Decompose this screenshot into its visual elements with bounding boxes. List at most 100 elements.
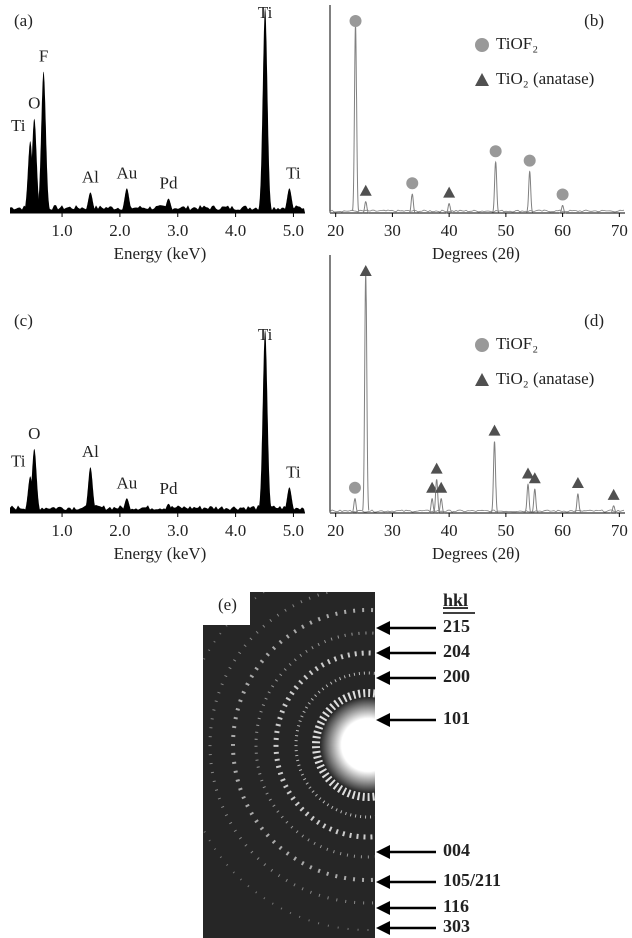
diffraction-image — [203, 592, 375, 938]
panel-label: (c) — [14, 311, 33, 330]
phase-marker — [607, 488, 620, 500]
peak-label: O — [28, 94, 40, 113]
legend-marker — [475, 373, 489, 386]
x-tick-label: 4.0 — [225, 221, 246, 240]
peak — [610, 505, 617, 514]
phase-marker — [349, 15, 362, 27]
peak — [255, 330, 275, 513]
x-tick-label: 1.0 — [51, 521, 72, 540]
peak — [526, 170, 534, 213]
x-tick-label: 70 — [611, 521, 628, 540]
panel-label: (a) — [14, 11, 33, 30]
peak — [492, 160, 500, 213]
peak — [34, 71, 53, 213]
ring-label: 215 — [443, 616, 470, 636]
panel-label: (e) — [218, 595, 237, 614]
arrow-head — [376, 875, 390, 889]
phase-marker — [359, 184, 372, 196]
phase-marker — [488, 424, 501, 436]
peak-label: Ti — [286, 163, 301, 182]
x-tick-label: 60 — [554, 221, 571, 240]
peak — [25, 118, 44, 213]
peak — [21, 476, 40, 513]
x-tick-label: 5.0 — [283, 221, 304, 240]
panel-label: (d) — [584, 311, 604, 330]
peak — [524, 483, 532, 514]
phase-marker — [426, 481, 439, 493]
peak — [21, 141, 40, 213]
peak — [491, 441, 499, 513]
phase-marker — [521, 467, 534, 479]
peak-label: Ti — [258, 325, 273, 344]
ring-label: 303 — [443, 916, 470, 936]
x-tick-label: 20 — [327, 521, 344, 540]
phase-marker — [556, 188, 569, 201]
peak-label: Al — [82, 442, 99, 461]
arrow-head — [376, 901, 390, 915]
arrow-head — [376, 845, 390, 859]
phase-marker — [359, 265, 372, 276]
peak — [445, 203, 453, 214]
baseline-noise — [329, 209, 625, 213]
hkl-header: hkl — [443, 590, 468, 610]
peak — [351, 497, 359, 514]
x-tick-label: 40 — [441, 521, 458, 540]
legend-marker — [475, 38, 489, 52]
legend-label: TiO₂ (anatase) — [496, 369, 594, 388]
peak-label: Au — [116, 163, 137, 182]
peak — [117, 188, 137, 213]
x-tick-label: 2.0 — [109, 521, 130, 540]
legend-marker — [475, 338, 489, 352]
peak-label: O — [28, 424, 40, 443]
peak — [159, 198, 178, 213]
peak — [159, 503, 178, 513]
peak — [255, 8, 275, 213]
x-tick-label: 50 — [497, 521, 514, 540]
phase-marker — [489, 145, 502, 158]
peak — [81, 467, 100, 513]
peak — [574, 493, 582, 514]
legend-marker — [475, 73, 489, 86]
peak — [362, 274, 370, 511]
x-tick-label: 50 — [497, 221, 514, 240]
x-tick-label: 40 — [441, 221, 458, 240]
peak-label: Pd — [160, 479, 178, 498]
peak — [433, 478, 441, 513]
x-tick-label: 70 — [611, 221, 628, 240]
x-tick-label: 20 — [327, 221, 344, 240]
arrow-head — [376, 713, 390, 727]
peak-label: Au — [116, 473, 137, 492]
x-tick-label: 60 — [554, 521, 571, 540]
peak — [280, 487, 299, 513]
peak — [437, 497, 445, 514]
ring-label: 004 — [443, 840, 470, 860]
peak — [81, 192, 100, 213]
ring-label: 200 — [443, 666, 470, 686]
x-axis-label: Energy (keV) — [114, 544, 207, 563]
baseline-noise — [10, 205, 305, 213]
ring-label: 204 — [443, 641, 470, 661]
phase-marker — [406, 177, 419, 190]
peak — [352, 24, 360, 211]
phase-marker — [571, 476, 584, 488]
x-axis-label: Degrees (2θ) — [432, 544, 520, 563]
peak — [25, 448, 44, 513]
peak-label: Al — [82, 167, 99, 186]
ring-label: 101 — [443, 708, 470, 728]
x-axis-label: Degrees (2θ) — [432, 244, 520, 263]
x-tick-label: 1.0 — [51, 221, 72, 240]
legend-label: TiO₂ (anatase) — [496, 69, 594, 88]
peak-label: Ti — [11, 451, 26, 470]
x-tick-label: 30 — [384, 221, 401, 240]
arrow-head — [376, 921, 390, 935]
arrow-head — [376, 621, 390, 635]
peak-label: Ti — [258, 3, 273, 22]
x-tick-label: 3.0 — [167, 221, 188, 240]
peak — [408, 193, 416, 214]
x-tick-label: 5.0 — [283, 521, 304, 540]
x-tick-label: 2.0 — [109, 221, 130, 240]
x-tick-label: 30 — [384, 521, 401, 540]
baseline-noise — [10, 505, 305, 513]
peak — [531, 488, 539, 514]
